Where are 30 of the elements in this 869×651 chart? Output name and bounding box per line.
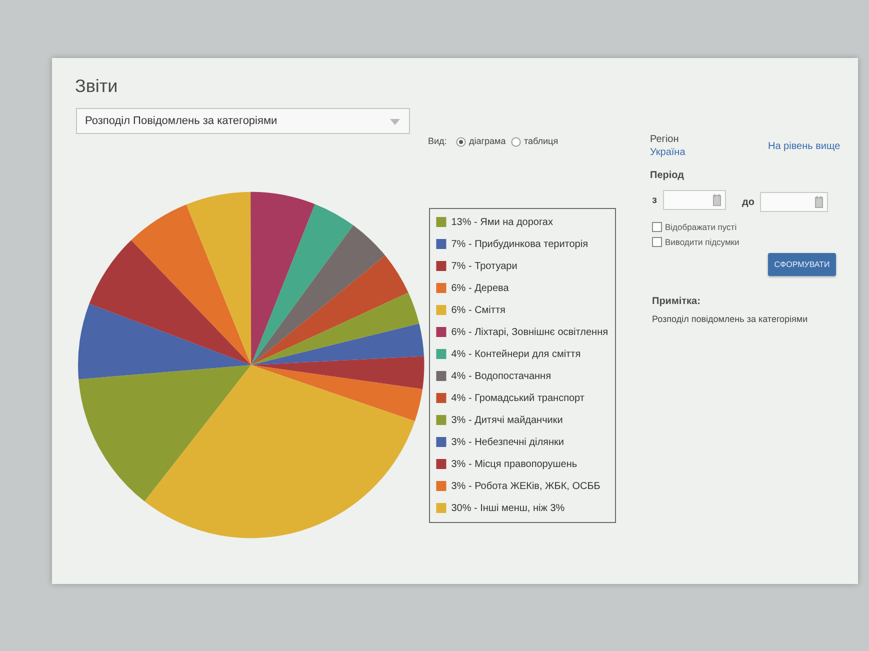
legend-label: 4% - Водопостачання [451,370,551,382]
legend-label: 6% - Сміття [451,304,506,316]
legend-label: 7% - Тротуари [451,260,518,272]
text: На рівень вище [768,141,840,152]
legend-label: 6% - Дерева [451,282,510,294]
dropdown: Розподіл Повідомлень за категоріями [76,108,410,134]
chart-subtitle: Розподіл Повідомлень за категоріями [85,115,278,127]
legend-label: 4% - Контейнери для сміття [451,348,581,360]
text: Виводити підсумки [665,237,740,247]
legend-label: 7% - Прибудинкова територія [451,238,588,250]
legend-label: 30% - Інші менш, ніж 3% [451,502,565,514]
text: Період [650,170,684,181]
text: діаграма [469,136,506,146]
text: таблиця [524,136,558,146]
chart-title: Звіти [75,76,118,97]
legend-label: 3% - Дитячі майданчики [451,414,563,426]
text: до [742,197,754,208]
text: Розподіл повідомлень за категоріями [652,314,808,324]
legend-label: 3% - Небезпечні ділянки [451,436,564,448]
legend-label: 4% - Громадський транспорт [451,392,585,404]
text: з [652,195,657,206]
legend-label: 3% - Місця правопорушень [451,458,578,470]
text: Вид: [428,136,447,146]
text: Україна [650,147,686,158]
text: Відображати пусті [665,222,737,232]
text: Регіон [650,134,679,145]
legend-label: 6% - Ліхтарі, Зовнішнє освітлення [451,326,608,338]
legend-label: 3% - Робота ЖЕКів, ЖБК, ОСББ [451,480,601,492]
text: Примітка: [652,296,700,307]
legend-label: 13% - Ями на дорогах [451,216,553,228]
